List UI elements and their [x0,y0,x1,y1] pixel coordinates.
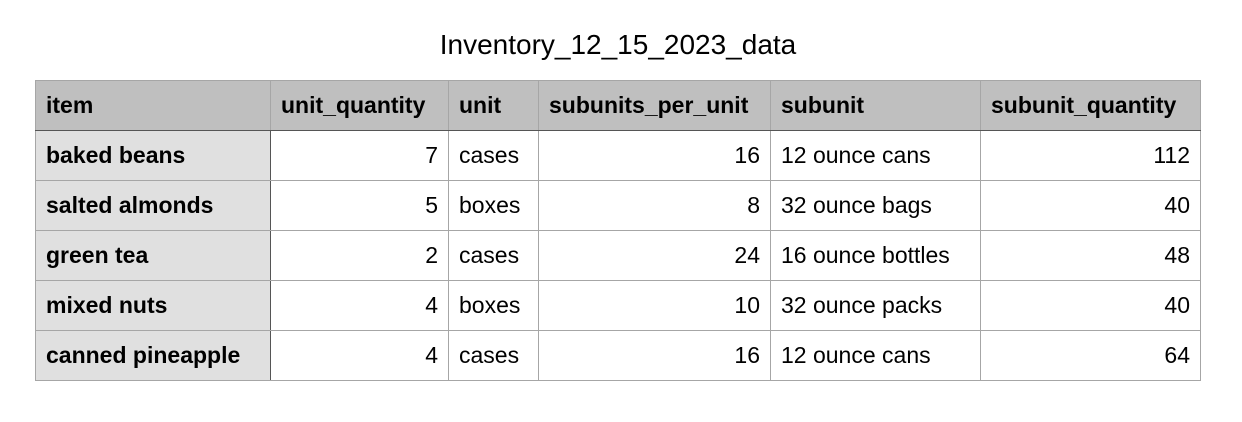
cell-subunit-quantity[interactable]: 48 [980,230,1201,281]
cell-unit[interactable]: cases [448,330,539,381]
column-header-item[interactable]: item [35,80,271,131]
cell-unit[interactable]: cases [448,230,539,281]
cell-subunits-per-unit[interactable]: 10 [538,280,771,331]
table-row: baked beans 7 cases 16 12 ounce cans 112 [35,130,1201,181]
row-header-item[interactable]: baked beans [35,130,271,181]
cell-subunit[interactable]: 16 ounce bottles [770,230,981,281]
cell-subunits-per-unit[interactable]: 16 [538,330,771,381]
cell-subunit-quantity[interactable]: 40 [980,180,1201,231]
cell-unit[interactable]: cases [448,130,539,181]
column-header-unit[interactable]: unit [448,80,539,131]
column-header-subunit[interactable]: subunit [770,80,981,131]
column-header-subunit-quantity[interactable]: subunit_quantity [980,80,1201,131]
cell-unit-quantity[interactable]: 7 [270,130,449,181]
cell-unit[interactable]: boxes [448,280,539,331]
cell-unit[interactable]: boxes [448,180,539,231]
cell-subunit-quantity[interactable]: 112 [980,130,1201,181]
cell-subunits-per-unit[interactable]: 24 [538,230,771,281]
cell-subunit[interactable]: 12 ounce cans [770,330,981,381]
column-header-subunits-per-unit[interactable]: subunits_per_unit [538,80,771,131]
row-header-item[interactable]: canned pineapple [35,330,271,381]
row-header-item[interactable]: salted almonds [35,180,271,231]
sheet-title: Inventory_12_15_2023_data [439,29,797,60]
header-row: item unit_quantity unit subunits_per_uni… [35,80,1201,131]
inventory-table: item unit_quantity unit subunits_per_uni… [35,80,1201,381]
cell-subunit[interactable]: 32 ounce packs [770,280,981,331]
table-row: salted almonds 5 boxes 8 32 ounce bags 4… [35,180,1201,231]
cell-subunits-per-unit[interactable]: 8 [538,180,771,231]
column-header-unit-quantity[interactable]: unit_quantity [270,80,449,131]
cell-subunit[interactable]: 32 ounce bags [770,180,981,231]
cell-unit-quantity[interactable]: 5 [270,180,449,231]
cell-subunits-per-unit[interactable]: 16 [538,130,771,181]
cell-unit-quantity[interactable]: 4 [270,280,449,331]
cell-subunit-quantity[interactable]: 40 [980,280,1201,331]
cell-subunit-quantity[interactable]: 64 [980,330,1201,381]
table-row: mixed nuts 4 boxes 10 32 ounce packs 40 [35,280,1201,331]
table-row: green tea 2 cases 24 16 ounce bottles 48 [35,230,1201,281]
cell-unit-quantity[interactable]: 4 [270,330,449,381]
row-header-item[interactable]: green tea [35,230,271,281]
row-header-item[interactable]: mixed nuts [35,280,271,331]
cell-unit-quantity[interactable]: 2 [270,230,449,281]
table-row: canned pineapple 4 cases 16 12 ounce can… [35,330,1201,381]
cell-subunit[interactable]: 12 ounce cans [770,130,981,181]
